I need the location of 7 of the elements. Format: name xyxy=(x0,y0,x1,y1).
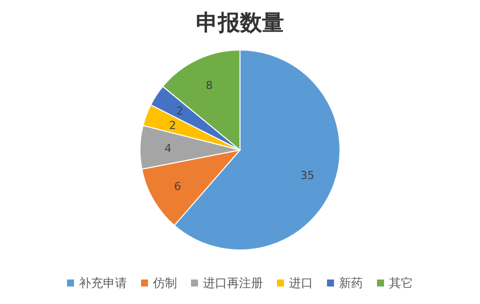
legend-label: 其它 xyxy=(389,276,413,290)
legend-label: 进口再注册 xyxy=(203,276,263,290)
legend-label: 进口 xyxy=(289,276,313,290)
legend-label: 补充申请 xyxy=(79,276,127,290)
title: 申报数量 xyxy=(196,11,284,36)
legend-label: 新药 xyxy=(339,276,363,290)
legend-label: 仿制 xyxy=(152,276,177,290)
